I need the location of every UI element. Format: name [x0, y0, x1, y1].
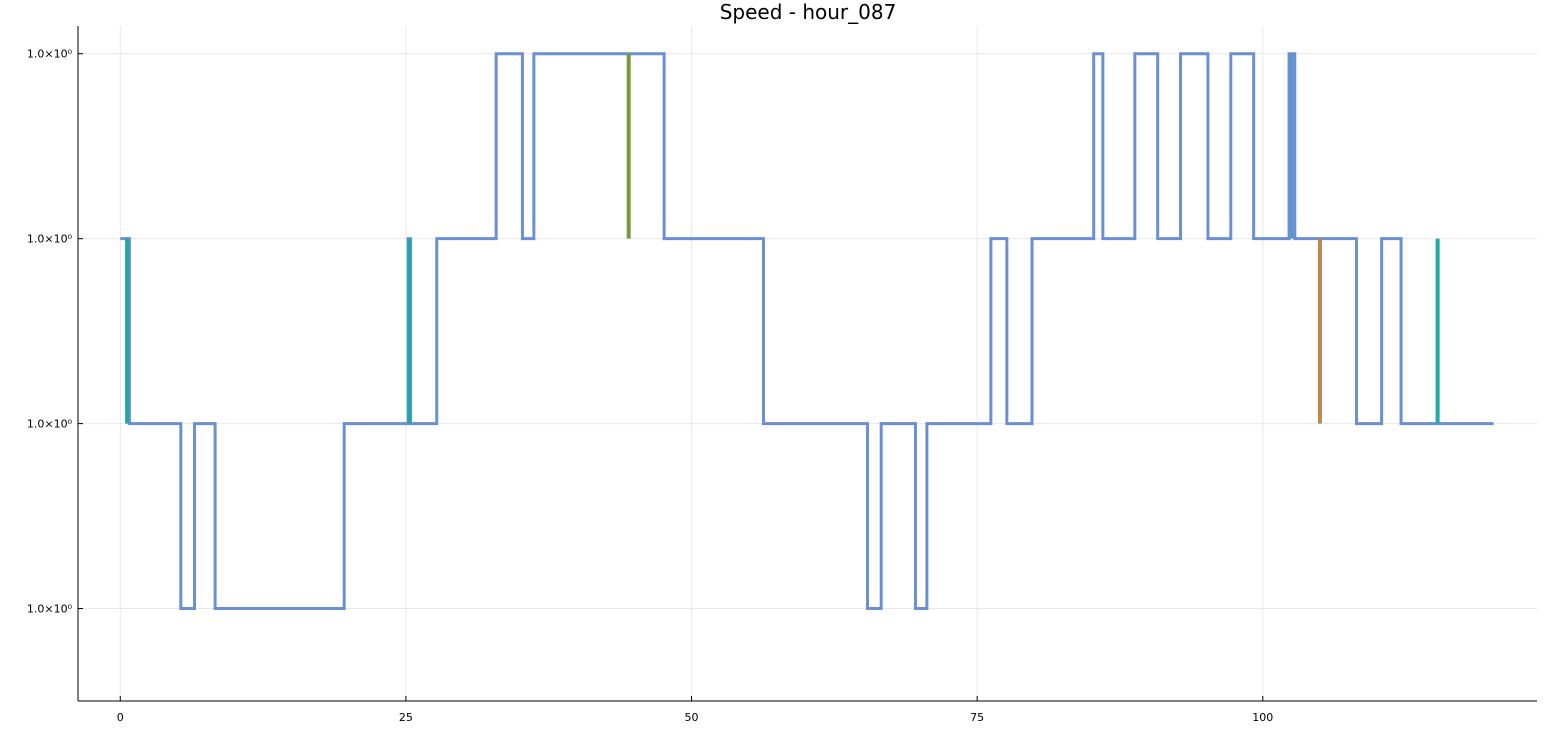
y-tick-label-3: 1.0×10⁰ [27, 48, 73, 61]
tick-labels: 0 25 50 75 100 1.0×10⁰ 1.0×10⁰ 1.0×10⁰ 1.0×10⁰ [27, 48, 1273, 724]
x-tick-label-2: 50 [685, 711, 699, 724]
x-tick-label-4: 100 [1252, 711, 1273, 724]
y-tick-label-0: 1.0×10⁰ [27, 603, 73, 616]
x-tick-label-0: 0 [117, 711, 124, 724]
axes-layer [77, 26, 1537, 702]
series-layer [120, 52, 1494, 611]
speed-series-line [120, 52, 1494, 611]
x-tick-label-1: 25 [399, 711, 413, 724]
x-tick-label-3: 75 [970, 711, 984, 724]
y-tick-label-2: 1.0×10⁰ [27, 233, 73, 246]
y-tick-label-1: 1.0×10⁰ [27, 418, 73, 431]
chart-title: Speed - hour_087 [720, 0, 897, 24]
